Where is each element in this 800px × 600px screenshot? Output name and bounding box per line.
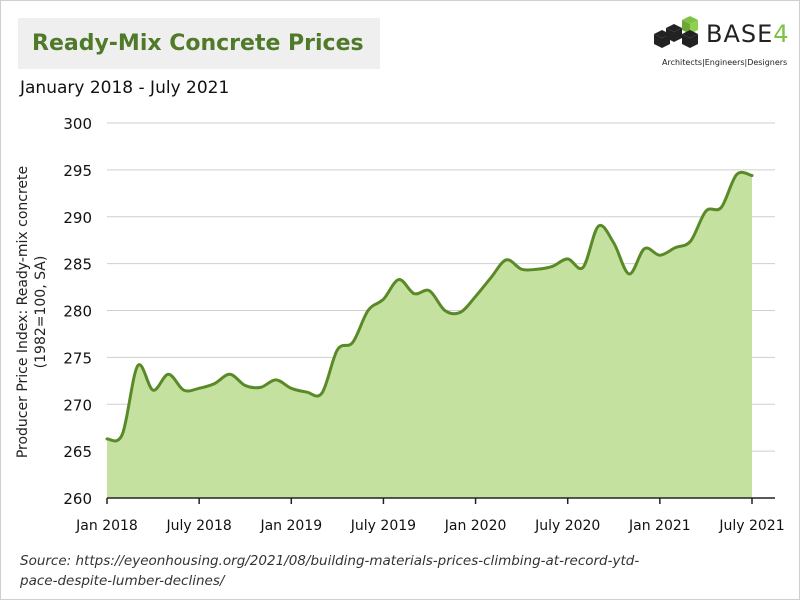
x-tick-label: July 2019 <box>350 518 416 534</box>
y-tick-label: 285 <box>63 256 92 274</box>
x-tick-label: July 2020 <box>534 518 600 534</box>
series-area-fill <box>107 172 752 498</box>
y-tick-label: 300 <box>63 115 92 133</box>
series-line <box>105 170 754 443</box>
source-note: Source: https://eyeonhousing.org/2021/08… <box>20 553 640 589</box>
chart-title: Ready-Mix Concrete Prices <box>32 31 364 56</box>
x-tick-label: Jan 2019 <box>259 518 322 534</box>
logo-tagline: Architects|Engineers|Designers <box>662 58 788 67</box>
logo-number: 4 <box>773 20 790 48</box>
y-tick-label: 290 <box>63 209 92 227</box>
x-tick-label: July 2018 <box>166 518 232 534</box>
logo-name: BASE <box>706 20 774 48</box>
logo-wordmark: BASE4 <box>706 20 790 48</box>
y-tick-label: 265 <box>63 443 92 461</box>
x-tick-label: Jan 2020 <box>444 518 507 534</box>
y-tick-label: 280 <box>63 303 92 321</box>
chart-subtitle: January 2018 - July 2021 <box>20 78 230 98</box>
y-tick-label: 260 <box>63 490 92 508</box>
y-tick-label: 295 <box>63 162 92 180</box>
x-tick-label: July 2021 <box>718 518 784 534</box>
brand-logo: BASE4 Architects|Engineers|Designers <box>652 16 789 72</box>
y-tick-label: 270 <box>63 396 92 414</box>
y-tick-label: 275 <box>63 349 92 367</box>
x-tick-label: Jan 2021 <box>628 518 691 534</box>
base4-cube-logo-icon <box>654 16 698 48</box>
x-tick-label: Jan 2018 <box>75 518 138 534</box>
title-box: Ready-Mix Concrete Prices <box>18 18 380 69</box>
